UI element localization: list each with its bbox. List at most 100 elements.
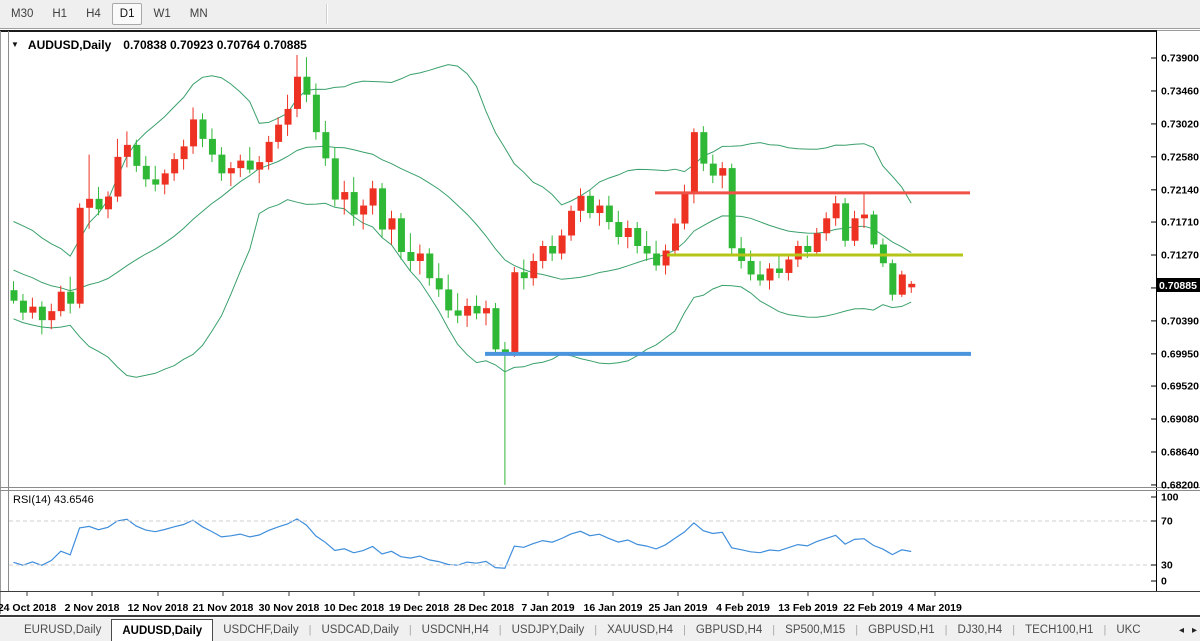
- candle-body[interactable]: [775, 268, 783, 273]
- candle-body[interactable]: [435, 278, 443, 290]
- chart-tab-USDJPY-Daily[interactable]: USDJPY,Daily: [511, 623, 585, 636]
- candle-body[interactable]: [719, 168, 727, 176]
- chart-tab-GBPUSD-H4[interactable]: GBPUSD,H4: [695, 623, 763, 636]
- date-tick-label[interactable]: 28 Dec 2018: [454, 602, 514, 614]
- candle-body[interactable]: [568, 210, 576, 236]
- candle-body[interactable]: [369, 188, 377, 206]
- candle-body[interactable]: [662, 250, 670, 266]
- candle-body[interactable]: [10, 290, 18, 301]
- candle-body[interactable]: [180, 146, 188, 160]
- chart-tab-DJ30-H4[interactable]: DJ30,H4: [957, 623, 1003, 636]
- candle-body[interactable]: [605, 205, 613, 223]
- candle-body[interactable]: [615, 222, 623, 238]
- date-tick-label[interactable]: 4 Feb 2019: [716, 602, 770, 614]
- candle-body[interactable]: [832, 203, 840, 219]
- candle-body[interactable]: [275, 124, 283, 142]
- candle-body[interactable]: [142, 165, 150, 180]
- date-tick-label[interactable]: 22 Feb 2019: [843, 602, 903, 614]
- candle-body[interactable]: [312, 94, 320, 133]
- candle-body[interactable]: [511, 272, 519, 355]
- candle-body[interactable]: [284, 108, 292, 125]
- candle-body[interactable]: [653, 253, 661, 266]
- candle-body[interactable]: [29, 306, 37, 313]
- candle-body[interactable]: [161, 173, 169, 185]
- candle-body[interactable]: [416, 253, 424, 261]
- candle-body[interactable]: [322, 132, 330, 159]
- candle-body[interactable]: [331, 158, 339, 200]
- candle-body[interactable]: [851, 218, 859, 241]
- candle-body[interactable]: [643, 245, 651, 254]
- timeframe-tab-D1[interactable]: D1: [111, 3, 143, 25]
- candle-body[interactable]: [539, 245, 547, 261]
- candle-body[interactable]: [861, 214, 868, 219]
- candle-body[interactable]: [237, 160, 245, 169]
- candle-body[interactable]: [577, 195, 585, 211]
- date-tick-label[interactable]: 25 Jan 2019: [649, 602, 708, 614]
- chart-tab-USDCNH-H4[interactable]: USDCNH,H4: [421, 623, 489, 636]
- candle-body[interactable]: [426, 253, 434, 279]
- candle-body[interactable]: [246, 160, 254, 170]
- candle-body[interactable]: [473, 305, 481, 314]
- chart-tab-TECH100-H1[interactable]: TECH100,H1: [1025, 623, 1094, 636]
- candle-body[interactable]: [558, 235, 566, 254]
- candle-body[interactable]: [445, 289, 453, 311]
- chart-tab-XAUUSD-H4[interactable]: XAUUSD,H4: [607, 623, 673, 636]
- candle-body[interactable]: [596, 205, 604, 214]
- candle-body[interactable]: [757, 274, 765, 281]
- candle-body[interactable]: [19, 300, 27, 313]
- date-tick-label[interactable]: 12 Nov 2018: [128, 602, 189, 614]
- candle-body[interactable]: [785, 259, 793, 273]
- candle-body[interactable]: [747, 260, 755, 275]
- candle-body[interactable]: [152, 179, 160, 185]
- candle-body[interactable]: [95, 198, 103, 210]
- chart-tab-SP500-M15[interactable]: SP500,M15: [785, 623, 846, 636]
- candle-body[interactable]: [86, 198, 94, 208]
- candle-body[interactable]: [218, 154, 226, 174]
- timeframe-tab-MN[interactable]: MN: [189, 8, 208, 20]
- candle-body[interactable]: [549, 245, 557, 254]
- candle-body[interactable]: [360, 205, 368, 215]
- scroll-left-icon[interactable]: ◂: [1178, 624, 1184, 636]
- chart-tab-GBPUSD-H1[interactable]: GBPUSD,H1: [868, 623, 935, 636]
- candle-body[interactable]: [48, 311, 56, 321]
- date-tick-label[interactable]: 19 Dec 2018: [389, 602, 449, 614]
- candle-body[interactable]: [870, 214, 878, 245]
- candle-body[interactable]: [76, 207, 84, 304]
- candle-body[interactable]: [520, 272, 528, 279]
- candle-body[interactable]: [397, 218, 405, 252]
- date-tick-label[interactable]: 16 Jan 2019: [584, 602, 643, 614]
- candle-body[interactable]: [379, 188, 387, 230]
- candle-body[interactable]: [38, 306, 46, 321]
- candle-body[interactable]: [67, 291, 75, 304]
- candle-body[interactable]: [227, 168, 235, 174]
- candle-body[interactable]: [709, 163, 717, 176]
- date-tick-label[interactable]: 21 Nov 2018: [193, 602, 254, 614]
- timeframe-tab-W1[interactable]: W1: [153, 8, 171, 20]
- candle-body[interactable]: [407, 251, 415, 261]
- timeframe-tab-H1[interactable]: H1: [52, 8, 68, 20]
- candle-body[interactable]: [350, 192, 358, 215]
- chart-tab-UKC[interactable]: UKC: [1116, 623, 1141, 636]
- candle-body[interactable]: [889, 263, 897, 295]
- timeframe-tab-M30[interactable]: M30: [11, 8, 34, 20]
- candle-body[interactable]: [700, 132, 708, 164]
- chart-tab-AUDUSD-Daily[interactable]: AUDUSD,Daily: [111, 619, 214, 641]
- candle-body[interactable]: [672, 223, 679, 251]
- candle-body[interactable]: [804, 245, 812, 252]
- candle-body[interactable]: [114, 156, 122, 197]
- chart-area[interactable]: 0.73900 0.73460 0.73020 0.72580 0.72140 0.717…: [0, 29, 1200, 618]
- candle-body[interactable]: [492, 308, 500, 350]
- candle-body[interactable]: [586, 195, 594, 214]
- candle-body[interactable]: [681, 192, 689, 224]
- candle-body[interactable]: [208, 138, 216, 155]
- candle-body[interactable]: [464, 305, 472, 316]
- candle-body[interactable]: [634, 228, 642, 246]
- candle-body[interactable]: [794, 245, 802, 260]
- candle-body[interactable]: [256, 162, 264, 170]
- date-tick-label[interactable]: 4 Mar 2019: [908, 602, 962, 614]
- candle-body[interactable]: [908, 283, 916, 288]
- candle-body[interactable]: [842, 203, 850, 241]
- date-tick-label[interactable]: 30 Nov 2018: [259, 602, 320, 614]
- candle-body[interactable]: [265, 141, 273, 163]
- candle-body[interactable]: [294, 76, 301, 109]
